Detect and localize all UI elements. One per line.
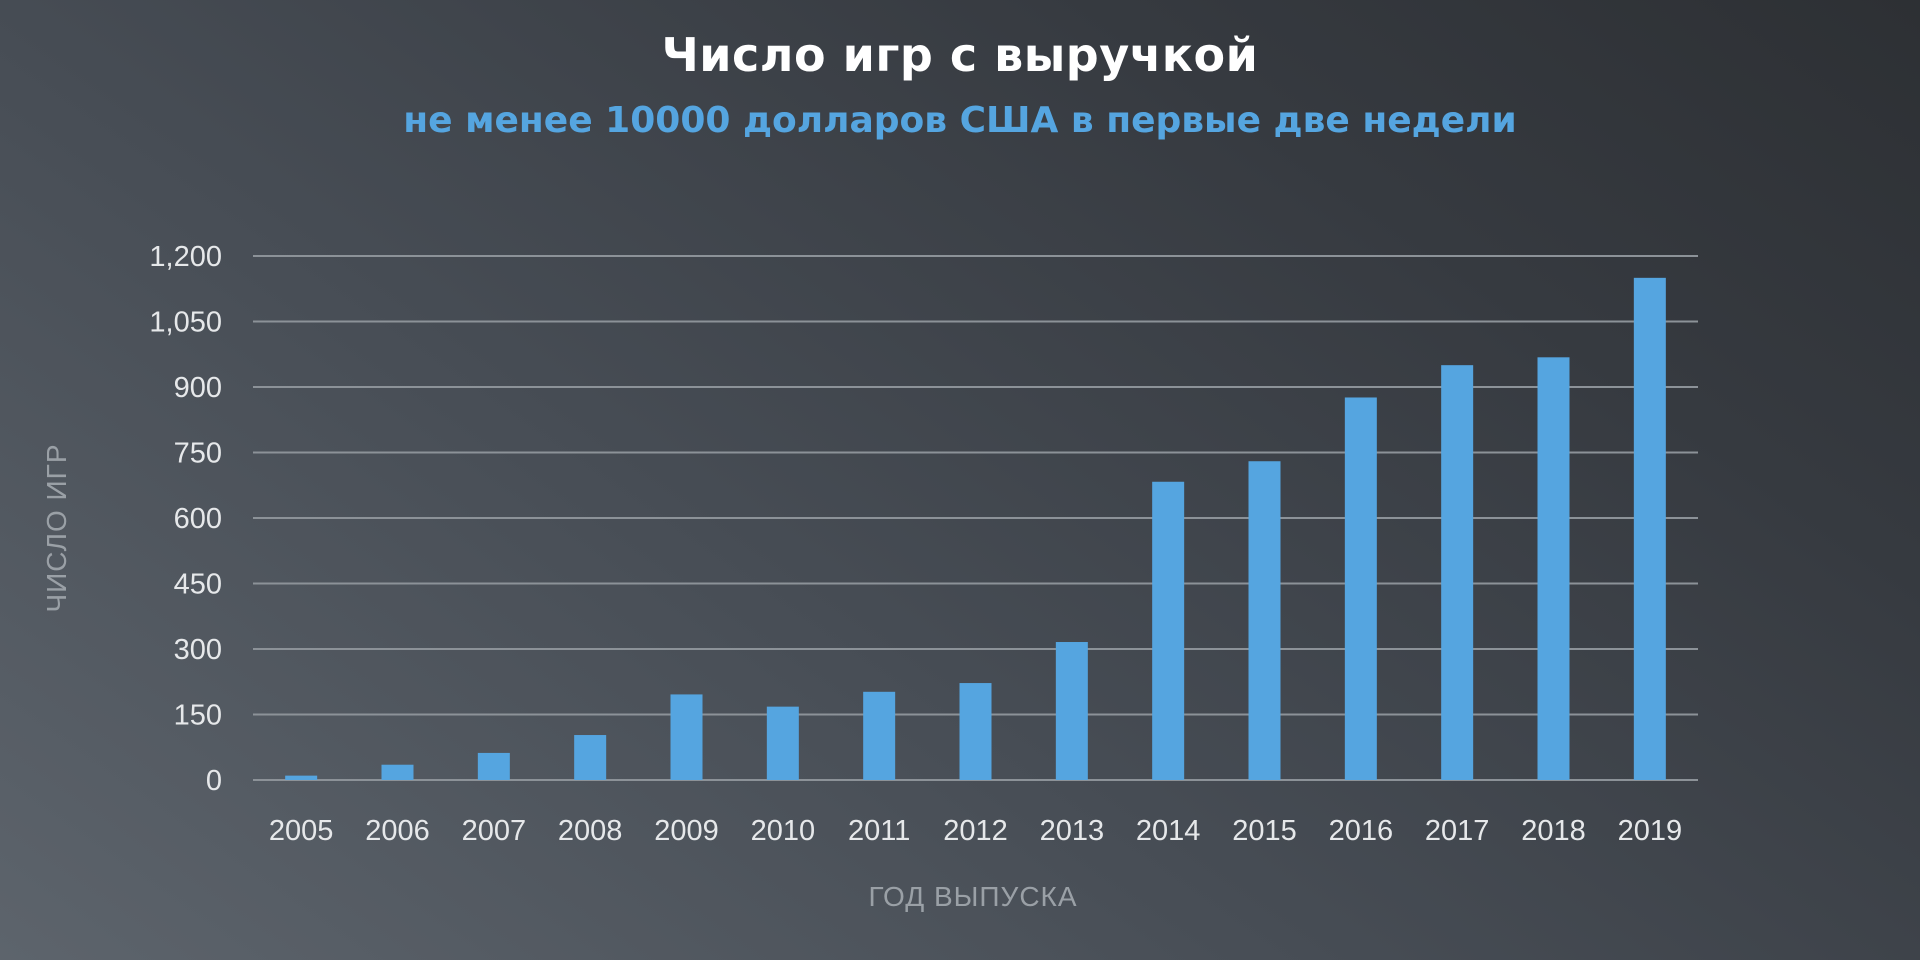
x-tick-label: 2016: [1329, 815, 1394, 847]
y-tick-label: 300: [174, 634, 222, 666]
bar-2016: [1344, 397, 1377, 780]
x-tick-label: 2011: [848, 815, 910, 847]
y-axis-title: ЧИСЛО ИГР: [41, 444, 72, 613]
bar-2013: [1055, 642, 1088, 780]
bar-2009: [670, 694, 703, 780]
x-tick-label: 2012: [943, 815, 1008, 847]
chart-title: Число игр с выручкой: [661, 28, 1259, 82]
x-tick-label: 2006: [365, 815, 430, 847]
x-tick-label: 2009: [654, 815, 719, 847]
x-tick-label: 2017: [1425, 815, 1490, 847]
bar-2017: [1441, 365, 1474, 780]
bar-2008: [574, 735, 607, 780]
y-tick-label: 1,200: [149, 241, 222, 273]
y-tick-label: 750: [174, 438, 222, 470]
y-tick-label: 1,050: [149, 307, 222, 339]
x-tick-label: 2005: [269, 815, 334, 847]
bar-2012: [959, 683, 992, 780]
y-tick-label: 150: [174, 700, 222, 732]
bar-2014: [1152, 481, 1185, 780]
bars: [285, 277, 1666, 780]
bar-2010: [766, 706, 799, 780]
x-tick-label: 2007: [462, 815, 527, 847]
bar-2006: [381, 764, 414, 780]
y-tick-label: 900: [174, 372, 222, 404]
x-axis-ticks: 2005 2006 2007 2008 2009 2010 2011 2012 2013 2014…: [269, 815, 1682, 847]
y-tick-label: 450: [174, 569, 222, 601]
x-tick-label: 2013: [1040, 815, 1105, 847]
y-axis-ticks: 0 150 300 450 600 750 900 1,050 1,200: [149, 241, 222, 797]
x-tick-label: 2008: [558, 815, 623, 847]
y-tick-label: 0: [206, 765, 222, 797]
bar-2011: [863, 691, 896, 780]
bar-2007: [477, 752, 510, 780]
x-tick-label: 2019: [1618, 815, 1683, 847]
x-tick-label: 2018: [1521, 815, 1586, 847]
bar-2005: [285, 775, 318, 780]
x-tick-label: 2010: [751, 815, 816, 847]
y-tick-label: 600: [174, 503, 222, 535]
chart-subtitle: не менее 10000 долларов США в первые две…: [403, 100, 1517, 141]
x-tick-label: 2015: [1232, 815, 1297, 847]
x-axis-title: ГОД ВЫПУСКА: [868, 881, 1077, 912]
bar-2019: [1633, 277, 1666, 780]
bar-2018: [1537, 357, 1570, 780]
x-tick-label: 2014: [1136, 815, 1201, 847]
bar-2015: [1248, 461, 1281, 780]
